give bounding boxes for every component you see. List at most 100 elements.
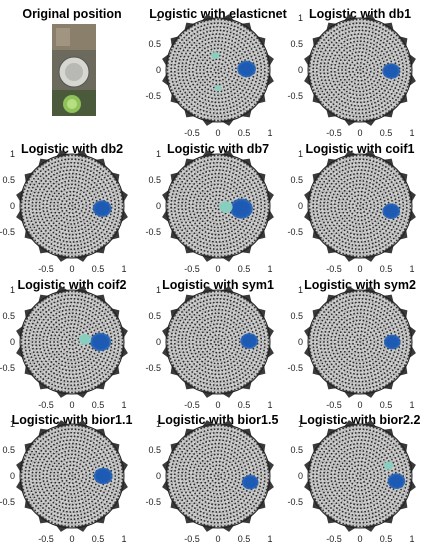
y-tick-label: 1 bbox=[156, 419, 161, 429]
y-tick-label: 1 bbox=[156, 285, 161, 295]
x-tick-label: 1 bbox=[121, 400, 126, 410]
y-tick-label: 1 bbox=[10, 285, 15, 295]
panel-title: Logistic with coif2 bbox=[17, 278, 126, 292]
x-tick-label: 0.5 bbox=[92, 400, 105, 410]
electrode-ring bbox=[304, 286, 416, 398]
y-tick-label: 0 bbox=[10, 201, 15, 211]
y-tick-label: -0.5 bbox=[145, 363, 161, 373]
y-tick-label: 0 bbox=[10, 337, 15, 347]
panel-title: Logistic with bior1.1 bbox=[12, 413, 133, 427]
x-tick-label: -0.5 bbox=[38, 264, 54, 274]
x-tick-label: 0 bbox=[69, 534, 74, 544]
mesh-nodes bbox=[20, 424, 124, 528]
x-tick-label: 0 bbox=[357, 264, 362, 274]
y-tick-label: -0.5 bbox=[145, 497, 161, 507]
x-tick-label: -0.5 bbox=[326, 534, 342, 544]
y-tick-label: 0.5 bbox=[2, 311, 15, 321]
panel-title: Logistic with sym1 bbox=[162, 278, 274, 292]
x-tick-label: 0 bbox=[215, 128, 220, 138]
boundary-circle bbox=[165, 17, 271, 123]
y-tick-label: 0 bbox=[156, 201, 161, 211]
y-tick-label: 0 bbox=[156, 65, 161, 75]
x-tick-label: 1 bbox=[121, 264, 126, 274]
y-tick-label: -0.5 bbox=[287, 497, 303, 507]
y-tick-label: 0 bbox=[298, 201, 303, 211]
y-tick-label: 0 bbox=[298, 471, 303, 481]
electrode-ring bbox=[304, 420, 416, 532]
panel-title: Logistic with db1 bbox=[309, 7, 411, 21]
y-tick-label: 0.5 bbox=[2, 175, 15, 185]
x-tick-label: 1 bbox=[409, 128, 414, 138]
mesh-nodes bbox=[166, 154, 270, 258]
mesh-nodes bbox=[308, 18, 412, 122]
boundary-circle bbox=[307, 289, 413, 395]
x-tick-label: -0.5 bbox=[184, 400, 200, 410]
panel-title: Logistic with elasticnet bbox=[149, 7, 287, 21]
axis-ticks: -0.5 0 0.5 1 1 0.5 0 -0.5 bbox=[287, 419, 414, 544]
panel-8: Logistic with bior1.1 -0.5 0 0.5 1 1 0.5 0 -0.5 bbox=[0, 413, 133, 544]
x-tick-label: 0 bbox=[215, 400, 220, 410]
x-tick-label: 0.5 bbox=[380, 534, 393, 544]
x-tick-label: 0.5 bbox=[380, 264, 393, 274]
y-tick-label: 0.5 bbox=[290, 175, 303, 185]
x-tick-label: 1 bbox=[121, 534, 126, 544]
panel-6: Logistic with sym1 -0.5 0 0.5 1 1 0.5 0 -0.5 bbox=[145, 278, 274, 410]
x-tick-label: 0.5 bbox=[380, 128, 393, 138]
x-tick-label: 0 bbox=[215, 534, 220, 544]
axis-ticks: -0.5 0 0.5 1 1 0.5 0 -0.5 bbox=[0, 419, 127, 544]
axis-ticks: -0.5 0 0.5 1 1 0.5 0 -0.5 bbox=[0, 285, 127, 410]
panel-title: Logistic with sym2 bbox=[304, 278, 416, 292]
boundary-circle bbox=[165, 289, 271, 395]
x-tick-label: -0.5 bbox=[326, 264, 342, 274]
y-tick-label: 1 bbox=[156, 13, 161, 23]
x-tick-label: 1 bbox=[409, 534, 414, 544]
panel-2: Logistic with db2 -0.5 0 0.5 1 1 0.5 0 -0.5 bbox=[0, 142, 128, 274]
x-tick-label: 0 bbox=[69, 264, 74, 274]
x-tick-label: 0 bbox=[215, 264, 220, 274]
x-tick-label: 0.5 bbox=[238, 400, 251, 410]
x-tick-label: 0.5 bbox=[238, 264, 251, 274]
boundary-circle bbox=[19, 423, 125, 529]
y-tick-label: 0.5 bbox=[148, 311, 161, 321]
x-tick-label: 0.5 bbox=[92, 534, 105, 544]
x-tick-label: 1 bbox=[409, 400, 414, 410]
activation-blob bbox=[240, 333, 259, 349]
panel-title: Logistic with db2 bbox=[21, 142, 123, 156]
panel-5: Logistic with coif2 -0.5 0 0.5 1 1 0.5 0 -0.5 bbox=[0, 278, 128, 410]
y-tick-label: 0.5 bbox=[290, 445, 303, 455]
x-tick-label: -0.5 bbox=[326, 400, 342, 410]
y-tick-label: 0.5 bbox=[148, 39, 161, 49]
x-tick-label: -0.5 bbox=[184, 264, 200, 274]
y-tick-label: -0.5 bbox=[145, 91, 161, 101]
x-tick-label: 1 bbox=[267, 128, 272, 138]
axis-ticks: -0.5 0 0.5 1 1 0.5 0 -0.5 bbox=[287, 285, 414, 410]
y-tick-label: 1 bbox=[298, 149, 303, 159]
y-tick-label: 1 bbox=[10, 149, 15, 159]
activation-blob bbox=[383, 334, 401, 350]
y-tick-label: 0 bbox=[156, 471, 161, 481]
boundary-circle bbox=[19, 289, 125, 395]
boundary-circle bbox=[307, 423, 413, 529]
axis-ticks: -0.5 0 0.5 1 1 0.5 0 -0.5 bbox=[145, 149, 272, 274]
photo-title: Original position bbox=[22, 7, 121, 21]
boundary-circle bbox=[307, 153, 413, 259]
panel-0: Logistic with elasticnet-0.5 0 0.5 110.50-0… bbox=[145, 7, 287, 138]
x-tick-label: 1 bbox=[267, 400, 272, 410]
x-tick-label: -0.5 bbox=[38, 400, 54, 410]
activation-blob bbox=[382, 63, 401, 79]
activation-blob bbox=[211, 51, 256, 92]
activation-blob bbox=[93, 467, 113, 485]
y-tick-label: -0.5 bbox=[0, 227, 15, 237]
panel-7: Logistic with sym2 -0.5 0 0.5 1 1 0.5 0 -0.5 bbox=[287, 278, 416, 410]
y-tick-label: -0.5 bbox=[145, 227, 161, 237]
panel-title: Logistic with coif1 bbox=[305, 142, 414, 156]
y-tick-label: 0.5 bbox=[148, 445, 161, 455]
y-tick-label: 0.5 bbox=[148, 175, 161, 185]
activation-blob bbox=[383, 461, 406, 489]
panel-title: Logistic with db7 bbox=[167, 142, 269, 156]
panel-title: Logistic with bior2.2 bbox=[300, 413, 421, 427]
axis-ticks: -0.5 0 0.5 1 1 0.5 0 -0.5 bbox=[0, 149, 127, 274]
axis-ticks: -0.5 0 0.5 1 1 0.5 0 -0.5 bbox=[145, 13, 272, 138]
y-tick-label: 1 bbox=[10, 419, 15, 429]
